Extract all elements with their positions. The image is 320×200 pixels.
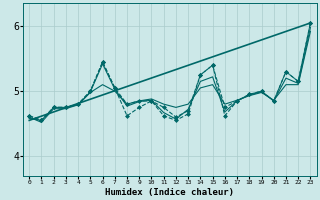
X-axis label: Humidex (Indice chaleur): Humidex (Indice chaleur)	[105, 188, 234, 197]
